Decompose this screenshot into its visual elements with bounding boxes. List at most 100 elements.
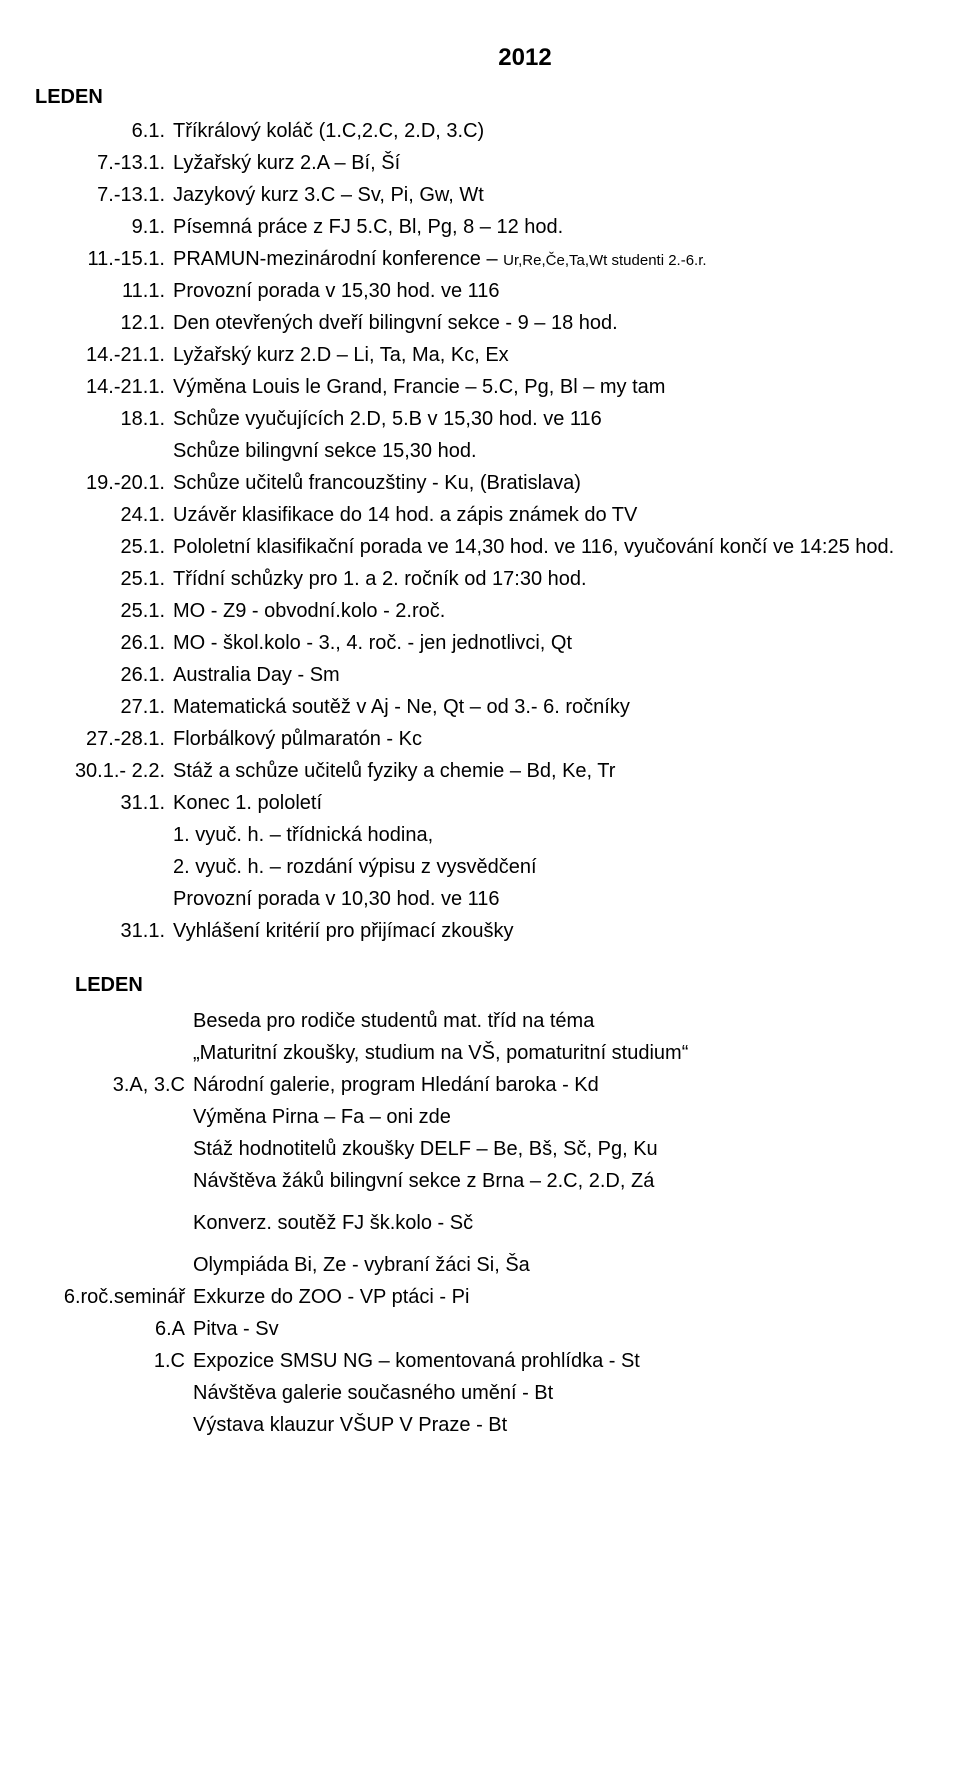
date-label: 26.1. [35,628,173,658]
date-label: 12.1. [35,308,173,338]
schedule-row: 9.1.Písemná práce z FJ 5.C, Bl, Pg, 8 – … [35,212,925,242]
entry-text: Schůze učitelů francouzštiny - Ku, (Brat… [173,468,925,498]
schedule-row: 14.-21.1.Výměna Louis le Grand, Francie … [35,372,925,402]
entry-text: MO - Z9 - obvodní.kolo - 2.roč. [173,596,925,626]
date-label: 11.-15.1. [35,244,173,274]
schedule-row: „Maturitní zkoušky, studium na VŠ, pomat… [35,1038,925,1068]
entry-text: „Maturitní zkoušky, studium na VŠ, pomat… [193,1038,925,1068]
date-label: 3.A, 3.C [35,1070,193,1100]
entry-text: Vyhlášení kritérií pro přijímací zkoušky [173,916,925,946]
date-label: 26.1. [35,660,173,690]
schedule-row: Beseda pro rodiče studentů mat. tříd na … [35,1006,925,1036]
entry-text: Schůze vyučujících 2.D, 5.B v 15,30 hod.… [173,404,925,434]
schedule-row: 25.1.Třídní schůzky pro 1. a 2. ročník o… [35,564,925,594]
schedule-row: Olympiáda Bi, Ze - vybraní žáci Si, Ša [35,1250,925,1280]
entry-text: Provozní porada v 15,30 hod. ve 116 [173,276,925,306]
date-label: 6.1. [35,116,173,146]
entry-text: Stáž a schůze učitelů fyziky a chemie – … [173,756,925,786]
entry-text: Výstava klauzur VŠUP V Praze - Bt [193,1410,925,1440]
date-label: 19.-20.1. [35,468,173,498]
entry-text: Matematická soutěž v Aj - Ne, Qt – od 3.… [173,692,925,722]
date-label: 31.1. [35,916,173,946]
entry-text: Třídní schůzky pro 1. a 2. ročník od 17:… [173,564,925,594]
date-label: 24.1. [35,500,173,530]
schedule-row: 26.1.MO - škol.kolo - 3., 4. roč. - jen … [35,628,925,658]
schedule-list-1: 6.1.Tříkrálový koláč (1.C,2.C, 2.D, 3.C)… [35,116,925,946]
entry-text: 1. vyuč. h. – třídnická hodina, [173,820,925,850]
schedule-row: Provozní porada v 10,30 hod. ve 116 [35,884,925,914]
schedule-row: 26.1.Australia Day - Sm [35,660,925,690]
schedule-row: Výstava klauzur VŠUP V Praze - Bt [35,1410,925,1440]
entry-text: Návštěva žáků bilingvní sekce z Brna – 2… [193,1166,925,1196]
entry-text: 2. vyuč. h. – rozdání výpisu z vysvědčen… [173,852,925,882]
entry-text: MO - škol.kolo - 3., 4. roč. - jen jedno… [173,628,925,658]
date-label: 1.C [35,1346,193,1376]
schedule-row: Výměna Pirna – Fa – oni zde [35,1102,925,1132]
date-label: 6.A [35,1314,193,1344]
date-label: 25.1. [35,596,173,626]
schedule-row: 11.-15.1.PRAMUN-mezinárodní konference –… [35,244,925,274]
month-heading-1: LEDEN [35,82,925,112]
entry-text: Stáž hodnotitelů zkoušky DELF – Be, Bš, … [193,1134,925,1164]
schedule-row: 30.1.- 2.2.Stáž a schůze učitelů fyziky … [35,756,925,786]
entry-text: Expozice SMSU NG – komentovaná prohlídka… [193,1346,925,1376]
entry-text: Uzávěr klasifikace do 14 hod. a zápis zn… [173,500,925,530]
schedule-row: 7.-13.1.Jazykový kurz 3.C – Sv, Pi, Gw, … [35,180,925,210]
entry-text: Olympiáda Bi, Ze - vybraní žáci Si, Ša [193,1250,925,1280]
entry-text: Florbálkový půlmaratón - Kc [173,724,925,754]
schedule-row: 14.-21.1.Lyžařský kurz 2.D – Li, Ta, Ma,… [35,340,925,370]
entry-text: Výměna Louis le Grand, Francie – 5.C, Pg… [173,372,925,402]
date-label: 14.-21.1. [35,372,173,402]
date-label: 31.1. [35,788,173,818]
schedule-row: Návštěva žáků bilingvní sekce z Brna – 2… [35,1166,925,1196]
date-label: 6.roč.seminář [35,1282,193,1312]
date-label: 25.1. [35,532,173,562]
schedule-row: 6.roč.seminářExkurze do ZOO - VP ptáci -… [35,1282,925,1312]
schedule-row: Stáž hodnotitelů zkoušky DELF – Be, Bš, … [35,1134,925,1164]
date-label: 27.1. [35,692,173,722]
entry-text: Písemná práce z FJ 5.C, Bl, Pg, 8 – 12 h… [173,212,925,242]
entry-text: Den otevřených dveří bilingvní sekce - 9… [173,308,925,338]
entry-text: Lyžařský kurz 2.D – Li, Ta, Ma, Kc, Ex [173,340,925,370]
schedule-row: 31.1.Vyhlášení kritérií pro přijímací zk… [35,916,925,946]
date-label: 30.1.- 2.2. [35,756,173,786]
date-label: 18.1. [35,404,173,434]
schedule-row: 7.-13.1.Lyžařský kurz 2.A – Bí, Ší [35,148,925,178]
entry-text: Tříkrálový koláč (1.C,2.C, 2.D, 3.C) [173,116,925,146]
schedule-row: Schůze bilingvní sekce 15,30 hod. [35,436,925,466]
entry-text: Exkurze do ZOO - VP ptáci - Pi [193,1282,925,1312]
entry-text: Konec 1. pololetí [173,788,925,818]
schedule-row: 25.1.Pololetní klasifikační porada ve 14… [35,532,925,562]
entry-text: Pitva - Sv [193,1314,925,1344]
schedule-row: 19.-20.1.Schůze učitelů francouzštiny - … [35,468,925,498]
schedule-row: 11.1.Provozní porada v 15,30 hod. ve 116 [35,276,925,306]
date-label: 7.-13.1. [35,180,173,210]
schedule-row: 6.APitva - Sv [35,1314,925,1344]
date-label: 14.-21.1. [35,340,173,370]
entry-text: Lyžařský kurz 2.A – Bí, Ší [173,148,925,178]
entry-text: Schůze bilingvní sekce 15,30 hod. [173,436,925,466]
year-heading: 2012 [125,40,925,76]
month-heading-2: LEDEN [75,970,925,1000]
entry-text: Jazykový kurz 3.C – Sv, Pi, Gw, Wt [173,180,925,210]
schedule-row: 3.A, 3.CNárodní galerie, program Hledání… [35,1070,925,1100]
schedule-row: 27.1.Matematická soutěž v Aj - Ne, Qt – … [35,692,925,722]
entry-text: Konverz. soutěž FJ šk.kolo - Sč [193,1208,925,1238]
schedule-list-2: Beseda pro rodiče studentů mat. tříd na … [35,1006,925,1440]
schedule-row: 31.1.Konec 1. pololetí [35,788,925,818]
entry-text: Pololetní klasifikační porada ve 14,30 h… [173,532,925,562]
schedule-row: 2. vyuč. h. – rozdání výpisu z vysvědčen… [35,852,925,882]
entry-text: Australia Day - Sm [173,660,925,690]
schedule-row: Konverz. soutěž FJ šk.kolo - Sč [35,1208,925,1238]
schedule-row: 6.1.Tříkrálový koláč (1.C,2.C, 2.D, 3.C) [35,116,925,146]
entry-text: Beseda pro rodiče studentů mat. tříd na … [193,1006,925,1036]
schedule-row: 27.-28.1.Florbálkový půlmaratón - Kc [35,724,925,754]
schedule-row: 1.CExpozice SMSU NG – komentovaná prohlí… [35,1346,925,1376]
date-label: 7.-13.1. [35,148,173,178]
date-label: 9.1. [35,212,173,242]
schedule-row: Návštěva galerie současného umění - Bt [35,1378,925,1408]
entry-text: Provozní porada v 10,30 hod. ve 116 [173,884,925,914]
entry-text: PRAMUN-mezinárodní konference – Ur,Re,Če… [173,244,925,274]
date-label: 27.-28.1. [35,724,173,754]
entry-text: Výměna Pirna – Fa – oni zde [193,1102,925,1132]
